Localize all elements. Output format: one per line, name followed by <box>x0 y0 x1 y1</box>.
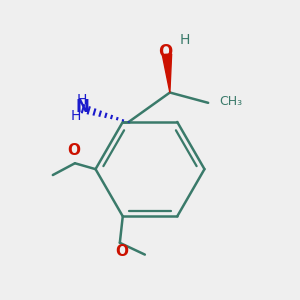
Text: O: O <box>115 244 128 259</box>
Text: N: N <box>76 98 89 116</box>
Text: O: O <box>158 43 172 61</box>
Text: H: H <box>70 109 81 123</box>
Polygon shape <box>162 54 172 92</box>
Text: CH₃: CH₃ <box>219 95 242 108</box>
Text: H: H <box>76 94 87 107</box>
Text: H: H <box>179 32 190 46</box>
Text: O: O <box>67 143 80 158</box>
